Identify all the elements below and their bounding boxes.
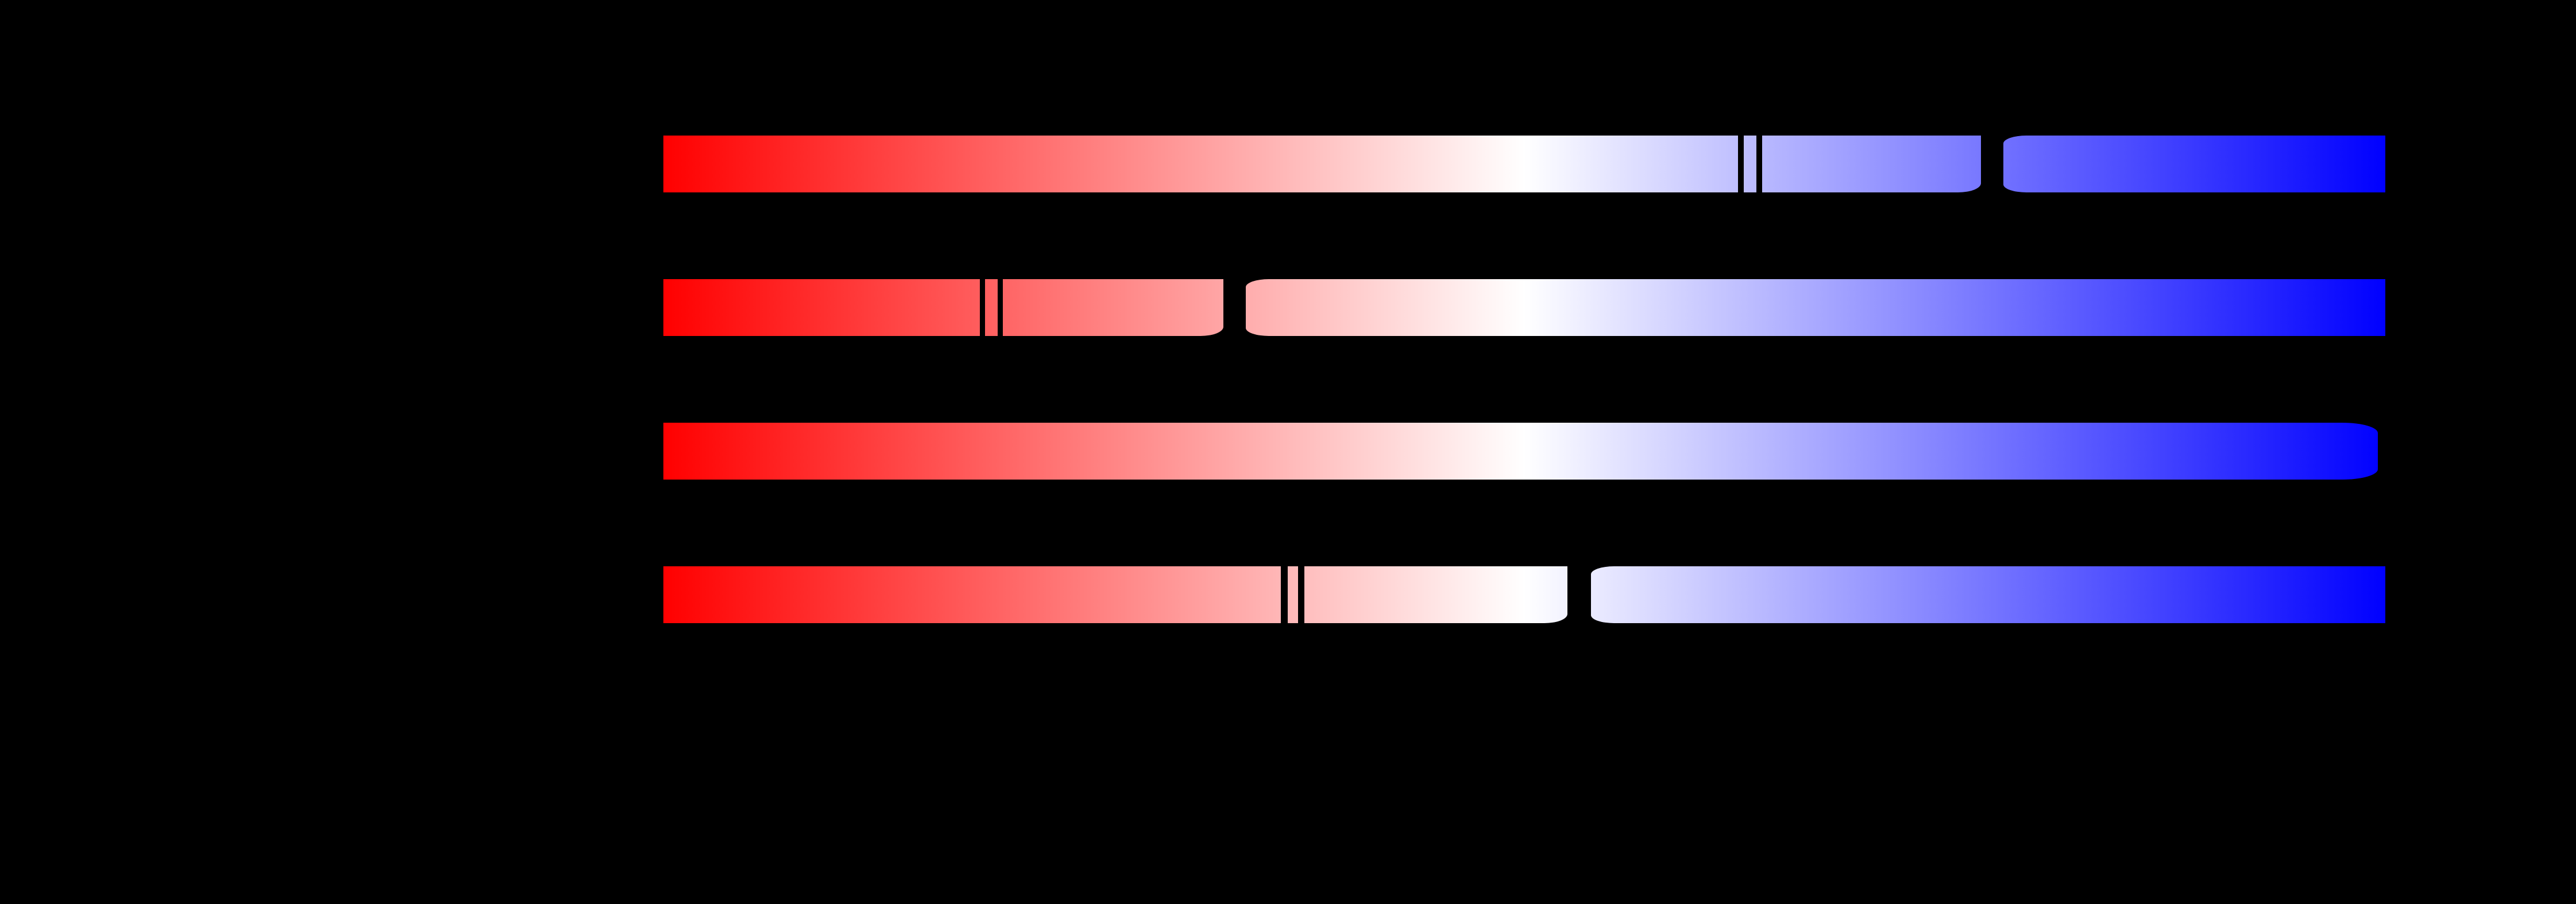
gradient-bar-segment (1304, 566, 1567, 623)
gradient-bar-row-4 (663, 566, 2385, 623)
gradient-bar-segment (1591, 566, 2385, 623)
gradient-bar-row-2 (663, 279, 2385, 336)
gradient-bar-row-1 (663, 136, 2385, 192)
gradient-bar-segment (663, 136, 1738, 192)
gradient-bar-segment (1003, 279, 1223, 336)
gradient-bar-segment (1762, 136, 1981, 192)
gradient-bar-segment (663, 423, 2378, 480)
gradient-bar-segment (2003, 136, 2385, 192)
gradient-bar-segment (985, 279, 998, 336)
gradient-bar-segment (663, 566, 1281, 623)
gradient-bar-segment (663, 279, 980, 336)
gradient-bar-segment (1744, 136, 1756, 192)
gradient-bar-row-3 (663, 423, 2385, 480)
gradient-bar-segment (1288, 566, 1298, 623)
gradient-bar-segment (1246, 279, 2385, 336)
